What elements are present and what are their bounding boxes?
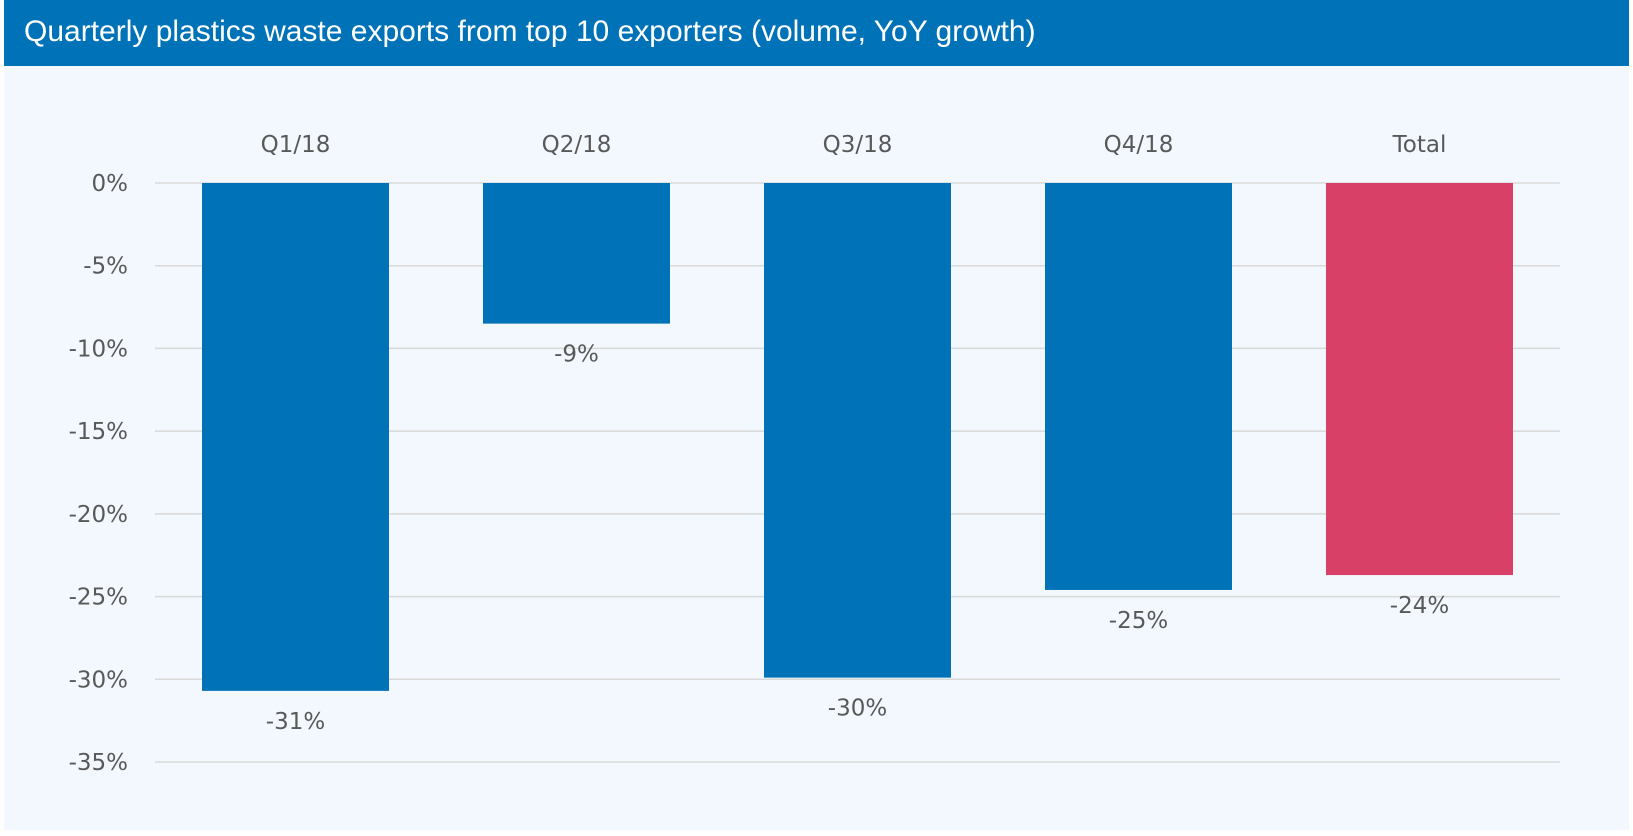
x-category-label: Q1/18: [261, 132, 331, 158]
y-tick-label: 0%: [92, 171, 129, 197]
y-tick-label: -10%: [69, 336, 128, 362]
y-tick-label: -5%: [83, 254, 128, 280]
x-category-label: Q2/18: [542, 132, 612, 158]
y-tick-label: -15%: [69, 419, 128, 445]
y-tick-label: -30%: [69, 667, 128, 693]
bar-total: [1326, 183, 1513, 576]
y-tick-label: -20%: [69, 502, 128, 528]
data-label: -25%: [1109, 608, 1168, 634]
data-labels: -31% -9% -30% -25% -24%: [266, 342, 1449, 735]
x-category-label: Q3/18: [823, 132, 893, 158]
data-label: -31%: [266, 709, 325, 735]
bar: [483, 183, 670, 324]
y-tick-label: -25%: [69, 585, 128, 611]
chart-title: Quarterly plastics waste exports from to…: [24, 15, 1036, 48]
y-axis: 0% -5% -10% -15% -20% -25% -30% -35%: [69, 171, 128, 776]
data-label: -9%: [554, 342, 599, 368]
bar: [202, 183, 389, 691]
data-label: -24%: [1390, 593, 1449, 619]
bar: [1045, 183, 1232, 590]
data-label: -30%: [828, 696, 887, 722]
y-tick-label: -35%: [69, 750, 128, 776]
x-category-label: Total: [1392, 132, 1447, 158]
title-bar: Quarterly plastics waste exports from to…: [4, 0, 1629, 66]
bars: [202, 183, 1513, 691]
bar: [764, 183, 951, 678]
x-axis: Q1/18 Q2/18 Q3/18 Q4/18 Total: [261, 132, 1447, 158]
x-category-label: Q4/18: [1104, 132, 1174, 158]
